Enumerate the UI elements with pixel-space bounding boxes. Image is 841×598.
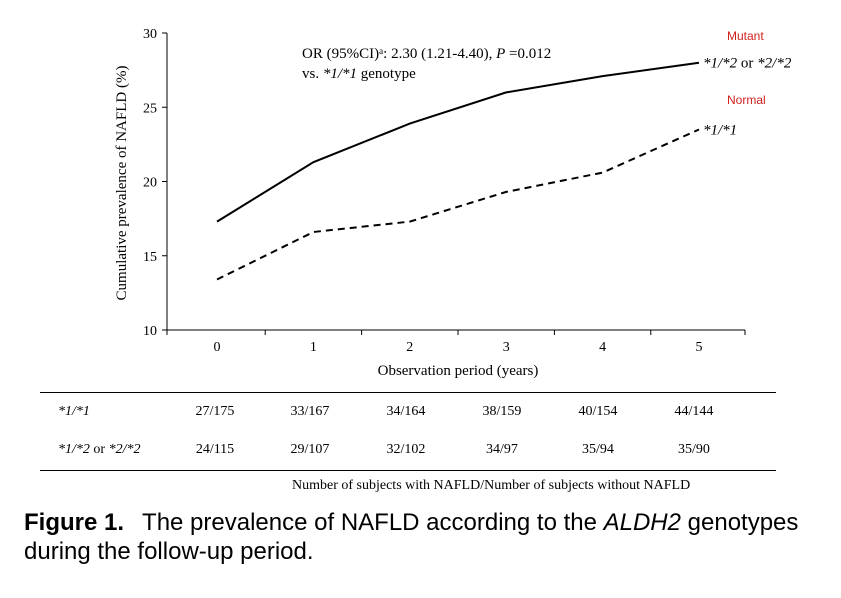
table-footer: Number of subjects with NAFLD/Number of …: [292, 478, 691, 493]
table-cell: 29/107: [290, 442, 330, 457]
table-cell: 44/144: [674, 404, 714, 419]
table-cell: 32/102: [386, 442, 426, 457]
table-cell: 34/97: [486, 442, 518, 457]
y-tick-label: 10: [143, 324, 157, 339]
figure-caption: Figure 1. The prevalence of NAFLD accordi…: [24, 508, 824, 566]
label-mutant: Mutant: [727, 29, 764, 43]
table-cell: 40/154: [578, 404, 618, 419]
caption-text-before: The prevalence of NAFLD according to the: [142, 509, 604, 536]
table-top-rule: [40, 392, 776, 393]
table-cell: 35/94: [582, 442, 614, 457]
x-tick-label: 4: [599, 340, 606, 355]
table-cell: 33/167: [290, 404, 330, 419]
series-layer: *1/*2 or *2/*2 *1/*1: [216, 56, 792, 281]
table-cell: 34/164: [386, 404, 426, 419]
chart: 10 15 20 25 30 0 1 2 3 4 5 *1/*2 or *2/*2 *1/*1 Cum…: [114, 27, 792, 379]
y-tick-label: 20: [143, 176, 157, 191]
x-tick-label: 2: [406, 340, 413, 355]
table-cell: 38/159: [482, 404, 522, 419]
y-axis-label: Cumulative prevalence of NAFLD (%): [114, 66, 130, 301]
x-axis-label: Observation period (years): [378, 363, 539, 379]
caption-gene: ALDH2: [603, 509, 681, 536]
series-line-1: [216, 128, 700, 281]
x-tick-label: 5: [696, 340, 703, 355]
axes: 10 15 20 25 30 0 1 2 3 4 5: [143, 27, 746, 355]
series-label-1: *1/*1: [703, 123, 737, 139]
x-tick-label: 1: [310, 340, 317, 355]
series-line-0: [216, 61, 700, 223]
annotation-line-2: vs. *1/*1 genotype: [302, 66, 416, 82]
x-tick-label: 3: [503, 340, 510, 355]
table-cell: 24/115: [195, 442, 235, 457]
label-normal: Normal: [727, 93, 766, 107]
y-tick-label: 30: [143, 27, 157, 42]
y-tick-label: 25: [143, 101, 157, 116]
caption-label: Figure 1.: [24, 509, 125, 536]
table-cell: 27/175: [195, 404, 235, 419]
y-tick-label: 15: [143, 250, 157, 265]
series-label-0: *1/*2 or *2/*2: [703, 56, 792, 72]
table-row-label: *1/*1: [58, 404, 90, 419]
table-cell: 35/90: [678, 442, 710, 457]
table-row-label: *1/*2 or *2/*2: [58, 442, 141, 457]
table-bottom-rule: [40, 470, 776, 471]
x-tick-label: 0: [214, 340, 221, 355]
caption-text-after: genotypes during the follow-up period.: [24, 509, 799, 565]
annotation-line-1: OR (95%CI)ᵃ: 2.30 (1.21-4.40), P =0.012: [302, 46, 551, 62]
